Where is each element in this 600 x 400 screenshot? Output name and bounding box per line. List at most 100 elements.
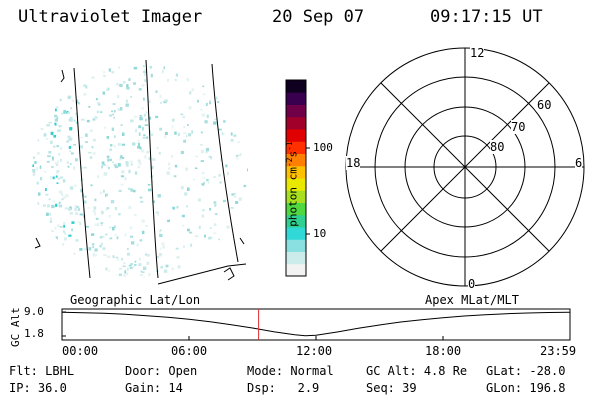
uv-pixel <box>199 144 203 146</box>
uv-pixel <box>110 200 115 204</box>
uv-pixel <box>55 236 58 240</box>
uv-pixel <box>37 139 40 142</box>
uv-pixel <box>139 196 143 199</box>
uv-pixel <box>109 148 113 151</box>
uv-pixel <box>146 150 149 154</box>
uv-pixel <box>65 194 69 198</box>
uv-pixel <box>133 82 136 85</box>
uv-pixel <box>56 171 59 174</box>
uv-pixel <box>201 149 204 154</box>
uv-pixel <box>120 124 123 126</box>
uv-pixel <box>106 207 110 209</box>
uv-pixel <box>138 132 141 136</box>
uv-pixel <box>97 222 100 227</box>
uv-pixel <box>75 112 78 116</box>
uv-pixel <box>57 160 59 163</box>
colorbar-step <box>286 263 306 277</box>
uv-pixel <box>168 162 171 166</box>
uv-pixel <box>130 263 133 266</box>
uv-pixel <box>217 101 220 103</box>
uv-pixel <box>96 110 100 113</box>
uv-pixel <box>209 207 211 211</box>
uv-pixel <box>127 247 129 251</box>
uv-pixel <box>75 101 79 104</box>
colorbar-step <box>286 116 306 130</box>
uv-pixel <box>219 157 223 162</box>
uv-pixel <box>191 88 194 92</box>
uv-pixel <box>164 99 168 102</box>
uv-pixel <box>105 193 107 197</box>
uv-pixel <box>173 175 177 178</box>
uv-pixel <box>98 103 101 106</box>
uv-pixel <box>67 112 70 114</box>
uv-pixel <box>113 145 116 148</box>
uv-pixel <box>117 108 121 111</box>
uv-pixel <box>59 147 63 150</box>
uv-pixel <box>51 166 54 168</box>
uv-pixel <box>135 128 137 133</box>
uv-pixel <box>130 188 133 192</box>
uv-pixel <box>201 113 206 117</box>
uv-pixel <box>139 257 141 261</box>
uv-pixel <box>119 156 123 159</box>
uv-pixel <box>120 183 124 186</box>
uv-pixel <box>70 107 73 110</box>
uv-pixel <box>227 171 229 176</box>
uv-pixel <box>92 152 96 155</box>
uv-pixel <box>130 160 133 164</box>
uv-pixel <box>138 125 142 129</box>
uv-pixel <box>205 150 208 154</box>
colorbar-step <box>286 104 306 118</box>
uv-pixel <box>231 193 235 196</box>
uv-pixel <box>54 226 57 230</box>
colorbar-step <box>286 178 306 191</box>
glat-value: -28.0 <box>529 364 566 378</box>
uv-pixel <box>116 83 119 86</box>
colorbar-step <box>286 165 306 179</box>
uv-pixel <box>219 181 222 184</box>
uv-pixel <box>61 198 64 201</box>
uv-pixel <box>174 131 177 135</box>
uv-pixel <box>114 207 118 210</box>
uv-pixel <box>197 198 202 202</box>
uv-pixel <box>195 167 198 170</box>
uv-pixel <box>102 71 106 73</box>
uv-pixel <box>150 73 153 78</box>
uv-pixel <box>146 136 149 139</box>
longitude-lines <box>73 59 247 285</box>
uv-pixel <box>222 133 225 135</box>
uv-pixel <box>159 127 163 131</box>
uv-pixel <box>172 118 175 122</box>
status-gcalt: GC Alt: 4.8 Re <box>366 364 467 378</box>
uv-pixel <box>139 239 143 242</box>
uv-pixel <box>128 205 132 210</box>
uv-pixel <box>125 103 129 107</box>
uv-pixel <box>148 157 152 161</box>
uv-pixel <box>125 161 129 164</box>
uv-pixel <box>32 164 34 167</box>
uv-pixel <box>35 167 38 171</box>
uv-pixel <box>129 226 133 230</box>
uv-pixel <box>215 96 218 100</box>
uv-pixel <box>117 163 121 167</box>
uv-pixel <box>79 221 82 226</box>
uv-pixel <box>85 85 88 89</box>
uv-pixel <box>171 155 173 158</box>
uv-pixel <box>183 132 187 135</box>
uv-pixel <box>71 228 73 232</box>
uv-pixel <box>63 224 65 228</box>
uv-pixel <box>186 228 190 232</box>
uv-pixel <box>144 114 146 117</box>
uv-pixel <box>140 270 143 273</box>
glon-label: GLon: <box>486 381 523 395</box>
uv-pixel <box>91 76 95 79</box>
status-mode: Mode: Normal <box>247 364 334 378</box>
uv-pixel <box>49 220 52 223</box>
status-dsp: Dsp: 2.9 <box>247 381 319 395</box>
uv-pixel <box>111 110 113 113</box>
x-tick-label-0000: 00:00 <box>62 344 99 358</box>
uv-pixel <box>203 181 205 185</box>
uv-pixel <box>112 227 115 231</box>
uv-pixel <box>163 269 168 273</box>
uv-pixel <box>168 167 171 170</box>
